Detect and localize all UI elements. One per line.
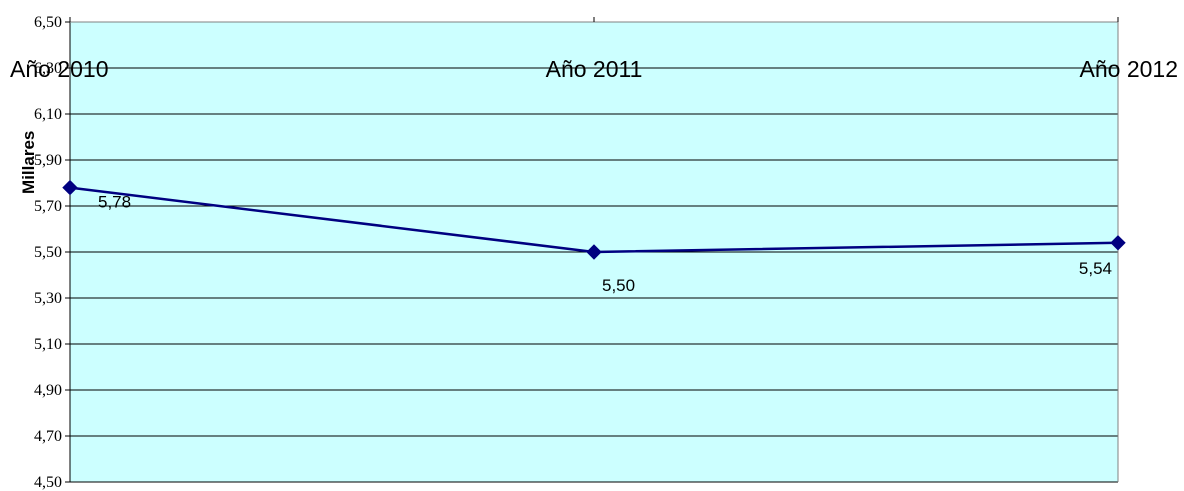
data-point-marker <box>586 244 602 260</box>
x-tick-label: Año 2011 <box>546 56 643 82</box>
data-point-marker <box>62 179 78 196</box>
y-tick-label: 5,70 <box>34 198 62 215</box>
y-axis-label: Millares <box>19 131 38 194</box>
x-axis-ticks: Año 2010 Año 2011 Año 2012 <box>10 17 1178 82</box>
x-tick-label: Año 2012 <box>1080 56 1178 82</box>
data-labels: 5,78 5,50 5,54 <box>98 193 1112 295</box>
y-tick-label: 4,90 <box>34 382 62 399</box>
data-label: 5,50 <box>602 276 635 295</box>
y-tick-label: 4,50 <box>34 474 62 491</box>
y-tick-label: 5,30 <box>34 290 62 307</box>
data-point-marker <box>1110 235 1126 251</box>
y-tick-label: 5,10 <box>34 336 62 353</box>
y-tick-label: 6,50 <box>34 14 62 31</box>
y-tick-label: 6,30 <box>34 60 62 77</box>
data-label: 5,78 <box>98 193 131 212</box>
y-axis-ticks: 4,50 4,70 4,90 5,10 5,30 5,50 5,70 5,90 6,10 6,30… <box>34 14 70 491</box>
y-tick-label: 5,50 <box>34 244 62 261</box>
y-tick-label: 4,70 <box>34 428 62 445</box>
y-tick-label: 6,10 <box>34 106 62 123</box>
series-line <box>62 179 1126 260</box>
y-tick-label: 5,90 <box>34 152 62 169</box>
x-tick-label: Año 2010 <box>10 56 108 82</box>
data-label: 5,54 <box>1079 259 1112 278</box>
